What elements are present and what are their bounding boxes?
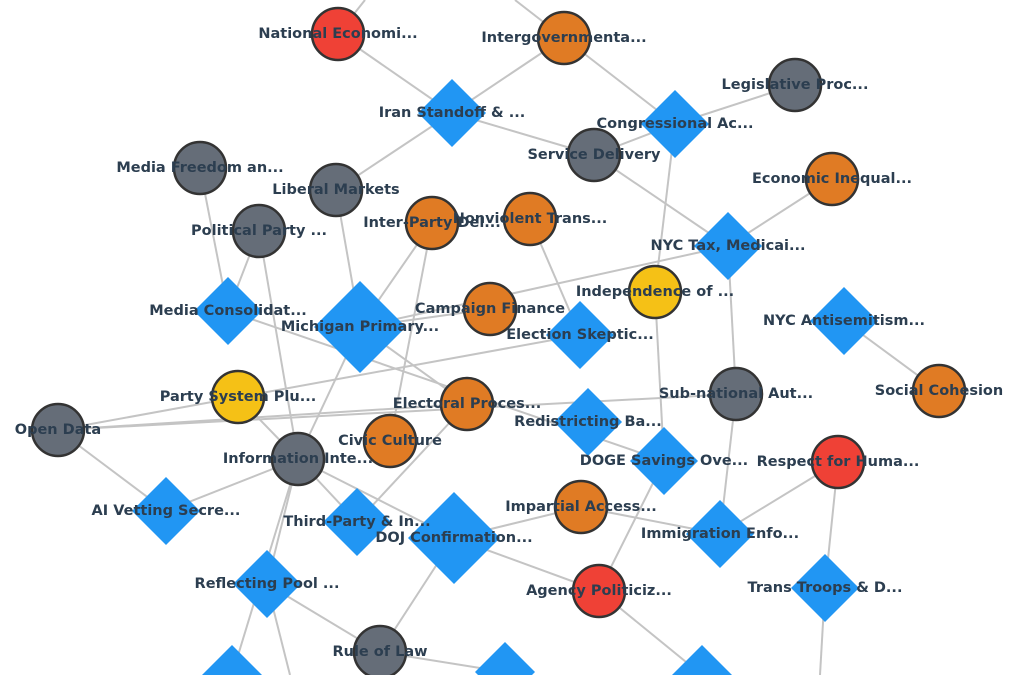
node-label: NYC Antisemitism... bbox=[763, 313, 925, 329]
partial-node bbox=[672, 645, 732, 675]
node-circle bbox=[462, 281, 518, 337]
edge bbox=[389, 222, 433, 442]
edge bbox=[57, 334, 581, 431]
partial-node bbox=[475, 642, 535, 675]
node-circle bbox=[310, 6, 366, 62]
node-circle bbox=[553, 479, 609, 535]
node-circle bbox=[30, 402, 86, 458]
node-circle bbox=[231, 203, 287, 259]
edge bbox=[258, 230, 299, 460]
node-circle bbox=[810, 434, 866, 490]
node-label: Electoral Proces... bbox=[393, 396, 541, 412]
node-circle bbox=[439, 376, 495, 432]
labels: National Economi... Intergovernmenta... Le… bbox=[15, 26, 1003, 660]
node-label: DOGE Savings Ove... bbox=[580, 453, 748, 469]
node-diamond bbox=[323, 488, 391, 556]
node-diamond bbox=[641, 90, 709, 158]
node-diamond bbox=[233, 550, 301, 618]
node-label: AI Vetting Secre... bbox=[92, 503, 241, 519]
node-circle bbox=[502, 191, 558, 247]
node-diamond bbox=[546, 301, 614, 369]
node-diamond bbox=[314, 281, 406, 373]
node-diamond bbox=[810, 287, 878, 355]
node-circle bbox=[804, 151, 860, 207]
node-label: Reflecting Pool ... bbox=[195, 576, 340, 592]
node-label: Trans Troops & D... bbox=[748, 580, 903, 596]
node-circle bbox=[627, 264, 683, 320]
node-diamond bbox=[194, 277, 262, 345]
node-circle bbox=[708, 366, 764, 422]
node-label: Social Cohesion bbox=[875, 383, 1003, 399]
node-label: Election Skeptic... bbox=[506, 327, 653, 343]
node-label: Congressional Ac... bbox=[597, 116, 754, 132]
node-circle bbox=[911, 363, 967, 419]
node-circle bbox=[362, 413, 418, 469]
node-label: Agency Politiciz... bbox=[526, 583, 672, 599]
node-label: Legislative Proc... bbox=[722, 77, 869, 93]
node-label: Intergovernmenta... bbox=[481, 30, 646, 46]
nodes bbox=[30, 6, 967, 675]
node-label: NYC Tax, Medicai... bbox=[650, 238, 805, 254]
node-label: National Economi... bbox=[258, 26, 417, 42]
node-circle bbox=[210, 369, 266, 425]
node-diamond bbox=[630, 427, 698, 495]
node-label: Media Consolidat... bbox=[149, 303, 307, 319]
node-label: Open Data bbox=[15, 422, 101, 438]
node-label: Iran Standoff & ... bbox=[379, 105, 526, 121]
node-label: DOJ Confirmation... bbox=[375, 530, 532, 546]
node-diamond bbox=[418, 79, 486, 147]
node-label: Rule of Law bbox=[332, 644, 427, 660]
node-label: Civic Culture bbox=[338, 433, 442, 449]
node-label: Independence of ... bbox=[576, 284, 734, 300]
node-label: Service Delivery bbox=[527, 147, 661, 163]
node-circle bbox=[571, 563, 627, 619]
node-circle bbox=[172, 140, 228, 196]
node-diamond bbox=[686, 500, 754, 568]
partial-node bbox=[202, 645, 262, 675]
node-label: Nonviolent Trans... bbox=[453, 211, 608, 227]
node-diamond bbox=[791, 554, 859, 622]
node-label: Inter-Party Del... bbox=[363, 215, 501, 231]
node-label: Party System Plu... bbox=[160, 389, 317, 405]
node-label: Media Freedom an... bbox=[116, 160, 283, 176]
node-circle bbox=[308, 162, 364, 218]
node-label: Liberal Markets bbox=[272, 182, 399, 198]
node-label: Economic Inequal... bbox=[752, 171, 912, 187]
node-label: Sub-national Aut... bbox=[659, 386, 813, 402]
node-diamond bbox=[132, 477, 200, 545]
node-label: Third-Party & In... bbox=[283, 514, 430, 530]
node-circle bbox=[536, 10, 592, 66]
node-label: Information Inte... bbox=[223, 451, 373, 467]
node-circle bbox=[404, 195, 460, 251]
node-circle bbox=[270, 431, 326, 487]
node-label: Impartial Access... bbox=[505, 499, 657, 515]
node-label: Respect for Huma... bbox=[757, 454, 920, 470]
node-label: Immigration Enfo... bbox=[641, 526, 799, 542]
edge bbox=[359, 245, 729, 328]
node-diamond bbox=[554, 388, 622, 456]
node-circle bbox=[352, 624, 408, 675]
node-diamond bbox=[408, 492, 500, 584]
node-diamond bbox=[694, 212, 762, 280]
node-circle bbox=[566, 127, 622, 183]
node-label: Campaign Finance bbox=[415, 301, 565, 317]
node-circle bbox=[767, 57, 823, 113]
edge bbox=[57, 393, 737, 431]
node-label: Redistricting Ba... bbox=[514, 414, 662, 430]
node-label: Michigan Primary... bbox=[281, 319, 439, 335]
node-label: Political Party ... bbox=[191, 223, 327, 239]
